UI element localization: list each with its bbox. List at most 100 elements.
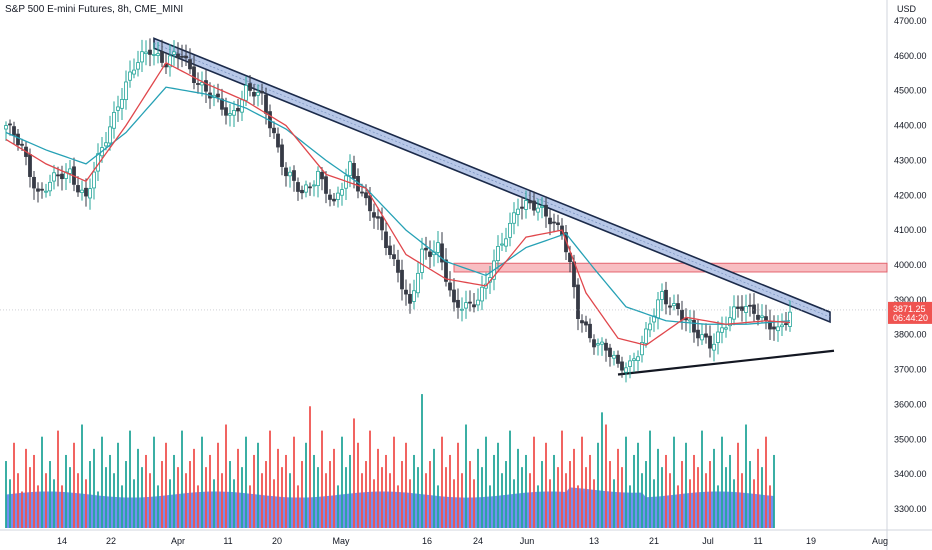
candle-body xyxy=(256,91,260,96)
volume-bar xyxy=(501,473,503,528)
candle-body xyxy=(104,142,108,147)
candle-body xyxy=(676,303,680,310)
volume-bar xyxy=(121,485,123,528)
candle-body xyxy=(692,319,696,333)
volume-bar xyxy=(617,448,619,528)
volume-bar xyxy=(429,461,431,528)
volume-bar xyxy=(381,467,383,528)
volume-bar xyxy=(661,467,663,528)
candle-body xyxy=(580,320,584,324)
volume-bar xyxy=(37,485,39,528)
volume-bar xyxy=(97,491,99,528)
volume-bar xyxy=(465,424,467,528)
volume-bar xyxy=(409,479,411,528)
volume-bar xyxy=(101,436,103,528)
candle-body xyxy=(552,221,556,224)
candle-body xyxy=(160,51,164,63)
volume-bar xyxy=(577,485,579,528)
volume-bar xyxy=(113,473,115,528)
volume-bar xyxy=(677,485,679,528)
candle-body xyxy=(76,185,80,193)
candle-body xyxy=(576,284,580,319)
volume-bar xyxy=(109,454,111,528)
candle-body xyxy=(236,107,240,112)
volume-bar xyxy=(45,473,47,528)
candle-body xyxy=(244,85,248,101)
candle-body xyxy=(748,304,752,307)
candle-body xyxy=(60,173,64,180)
y-tick-label: 4500.00 xyxy=(894,86,927,96)
volume-bar xyxy=(105,467,107,528)
candle-body xyxy=(672,303,676,307)
volume-bar xyxy=(741,473,743,528)
candle-body xyxy=(172,51,176,55)
volume-bar xyxy=(633,454,635,528)
candle-body xyxy=(304,184,308,193)
candle-body xyxy=(192,66,196,83)
y-tick-label: 3400.00 xyxy=(894,469,927,479)
volume-bar xyxy=(601,412,603,528)
volume-bar xyxy=(557,467,559,528)
volume-bar xyxy=(61,485,63,528)
candle-body xyxy=(136,62,140,70)
candle-body xyxy=(472,304,476,308)
candle-body xyxy=(176,53,180,59)
volume-bar xyxy=(401,461,403,528)
candle-body xyxy=(336,192,340,200)
volume-bar xyxy=(421,394,423,528)
volume-bar xyxy=(297,485,299,528)
volume-bar xyxy=(517,448,519,528)
volume-bar xyxy=(425,473,427,528)
y-tick-label: 3900.00 xyxy=(894,295,927,305)
volume-bar xyxy=(93,448,95,528)
volume-bar xyxy=(669,473,671,528)
volume-bar xyxy=(289,473,291,528)
candle-body xyxy=(328,194,332,200)
candle-body xyxy=(284,167,288,177)
y-tick-label: 4300.00 xyxy=(894,155,927,165)
candle-body xyxy=(252,91,256,97)
x-tick-label: 24 xyxy=(473,536,483,546)
candle-body xyxy=(368,195,372,212)
volume-bar xyxy=(505,461,507,528)
candle-body xyxy=(568,252,572,263)
candle-body xyxy=(152,53,156,56)
candle-body xyxy=(292,170,296,181)
volume-bar xyxy=(129,430,131,528)
candle-body xyxy=(440,243,444,263)
volume-bar xyxy=(717,485,719,528)
volume-bar xyxy=(693,454,695,528)
volume-bar xyxy=(461,473,463,528)
candle-body xyxy=(108,126,112,144)
volume-bar xyxy=(173,454,175,528)
candle-body xyxy=(316,170,320,187)
chart-title: S&P 500 E-mini Futures, 8h, CME_MINI xyxy=(5,4,184,15)
y-tick-label: 3500.00 xyxy=(894,434,927,444)
volume-bar xyxy=(473,479,475,528)
candle-body xyxy=(476,299,480,306)
candle-body xyxy=(720,327,724,333)
candle-body xyxy=(144,51,148,55)
candle-body xyxy=(648,323,652,331)
candle-body xyxy=(688,319,692,322)
candle-body xyxy=(588,323,592,339)
volume-bar xyxy=(725,467,727,528)
volume-bar xyxy=(589,454,591,528)
candle-body xyxy=(608,347,612,357)
candle-body xyxy=(532,200,536,211)
candle-body xyxy=(616,354,620,364)
volume-bar xyxy=(521,467,523,528)
candle-body xyxy=(204,80,208,92)
volume-bar xyxy=(245,436,247,528)
candle-body xyxy=(520,206,524,209)
ema-slow-line xyxy=(5,86,791,325)
volume-bar xyxy=(161,461,163,528)
volume-bar xyxy=(469,461,471,528)
volume-bar xyxy=(305,442,307,528)
candle-body xyxy=(320,171,324,180)
candle-body xyxy=(380,216,384,231)
volume-bar xyxy=(353,418,355,528)
volume-bar xyxy=(437,485,439,528)
